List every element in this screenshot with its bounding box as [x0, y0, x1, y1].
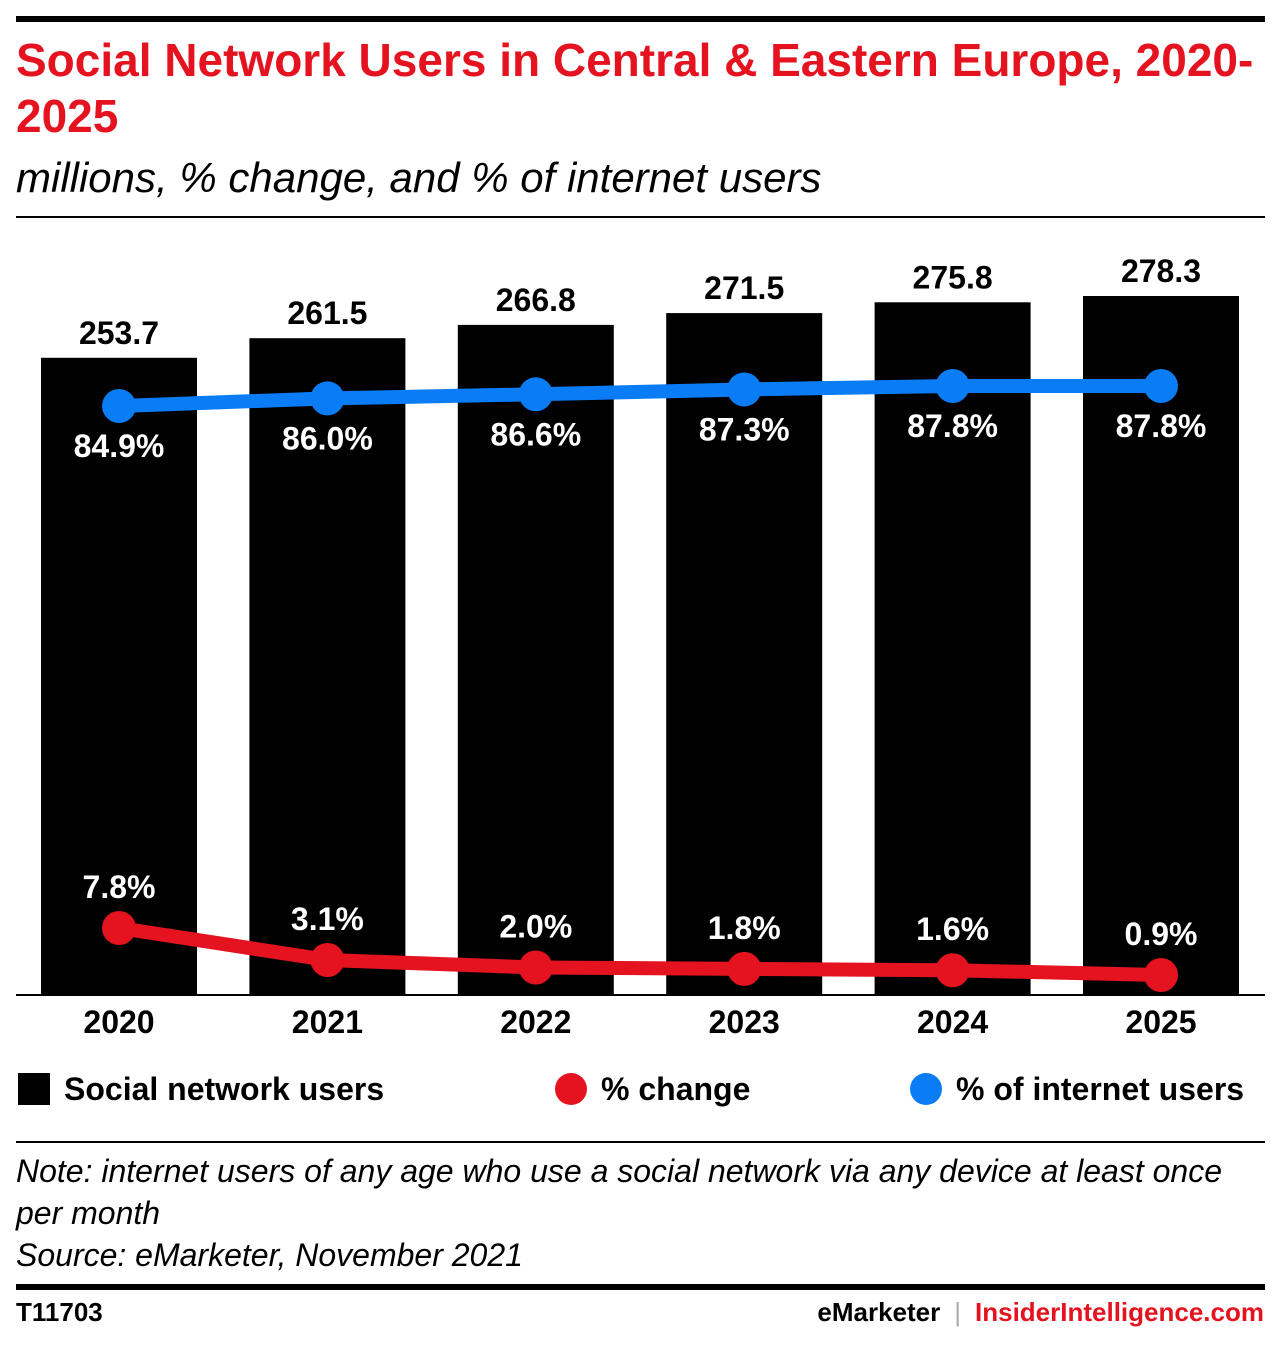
pct-change-line: [112, 921, 1168, 982]
x-tick-2021: 2021: [292, 1004, 363, 1040]
bar-label-2024: 275.8: [913, 259, 993, 295]
brand-emarketer: eMarketer: [817, 1297, 941, 1327]
pct-change-label-2020: 7.8%: [83, 869, 156, 905]
pct-internet-point-2022: [518, 377, 553, 412]
pct-change-label-2024: 1.6%: [916, 911, 989, 947]
pct-internet-point-2021: [310, 381, 345, 416]
pct-change-label-2025: 0.9%: [1125, 916, 1198, 952]
brand-separator: |: [954, 1297, 962, 1327]
bar-label-2023: 271.5: [704, 270, 784, 306]
brand-insider-intelligence: InsiderIntelligence.com: [975, 1297, 1264, 1327]
chart-area: 253.7 261.5 266.8 271.5 275.8 278.3 2020 2021 20…: [16, 253, 1265, 1040]
subtitle-rule: [16, 216, 1265, 218]
pct-internet-point-2024: [935, 369, 970, 403]
legend-label-pct-internet: % of internet users: [956, 1070, 1245, 1107]
legend-label-pct-change: % change: [601, 1070, 751, 1107]
pct-internet-label-2021: 86.0%: [282, 420, 373, 456]
legend-item-pct-change: % change: [555, 1066, 750, 1112]
pct-internet-point-2023: [727, 372, 762, 407]
pct-internet-label-2020: 84.9%: [74, 428, 165, 464]
pct-change-label-2022: 2.0%: [499, 909, 572, 945]
pct-change-point-2022: [518, 950, 553, 985]
pct-internet-label-2024: 87.8%: [907, 408, 998, 444]
bar-2021: [249, 338, 406, 996]
pct-change-point-2025: [1144, 958, 1178, 992]
bar-label-2021: 261.5: [287, 295, 367, 331]
pct-change-label-2023: 1.8%: [708, 910, 781, 946]
legend-swatch-pct-change: [555, 1073, 587, 1105]
footer-brand: eMarketer | InsiderIntelligence.com: [817, 1297, 1264, 1328]
legend-swatch-pct-internet: [910, 1073, 942, 1105]
bar-2022: [457, 324, 614, 996]
bar-2024: [874, 302, 1031, 996]
bar-2020: [41, 357, 197, 995]
x-tick-2025: 2025: [1125, 1004, 1196, 1040]
chart-id: T11703: [16, 1297, 103, 1327]
x-tick-2024: 2024: [917, 1004, 988, 1040]
bar-2023: [666, 313, 823, 995]
pct-internet-line: [112, 379, 1168, 413]
pct-change-point-2023: [727, 951, 762, 986]
x-tick-2023: 2023: [709, 1004, 780, 1040]
pct-change-point-2020: [102, 911, 136, 945]
legend-item-bars: Social network users: [18, 1066, 384, 1112]
pct-internet-point-2020: [102, 389, 136, 423]
pct-change-label-2021: 3.1%: [291, 901, 364, 937]
chart-source: Source: eMarketer, November 2021: [16, 1237, 523, 1273]
pct-internet-label-2025: 87.8%: [1116, 408, 1207, 444]
pct-internet-point-2025: [1144, 369, 1178, 403]
bar-label-2025: 278.3: [1121, 253, 1201, 289]
bar-label-2020: 253.7: [79, 315, 159, 351]
pct-internet-label-2022: 86.6%: [490, 416, 581, 452]
pct-change-point-2021: [310, 943, 345, 978]
chart-subtitle: millions, % change, and % of internet us…: [16, 154, 822, 201]
chart-title: Social Network Users in Central & Easter…: [16, 34, 1254, 142]
legend: Social network users % change % of inter…: [0, 1066, 1280, 1112]
legend-rule: [16, 1141, 1265, 1143]
x-tick-2020: 2020: [83, 1004, 154, 1040]
legend-label-bars: Social network users: [64, 1070, 385, 1107]
legend-swatch-bars: [18, 1073, 50, 1105]
bar-2025: [1083, 296, 1239, 995]
bar-label-2022: 266.8: [496, 282, 576, 318]
pct-change-point-2024: [935, 953, 970, 988]
pct-internet-label-2023: 87.3%: [699, 411, 790, 447]
chart-note: Note: internet users of any age who use …: [16, 1153, 1223, 1231]
legend-item-pct-internet: % of internet users: [910, 1066, 1244, 1112]
x-tick-2022: 2022: [500, 1004, 571, 1040]
footer-rule: [16, 1284, 1265, 1290]
top-rule: [16, 16, 1265, 22]
